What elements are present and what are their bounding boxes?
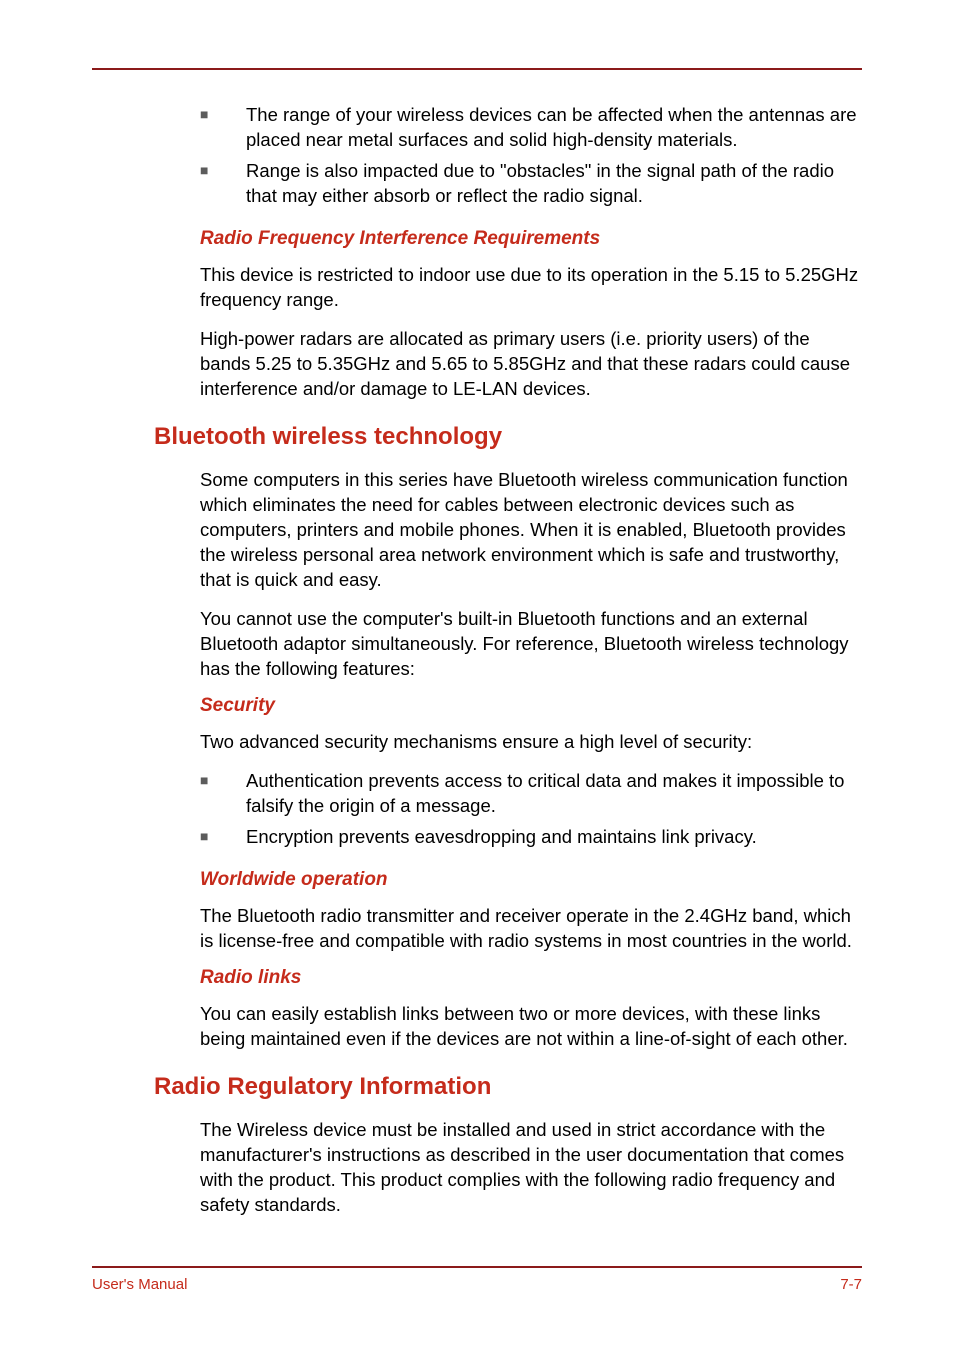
paragraph: You cannot use the computer's built-in B… [200, 606, 860, 681]
h2-wrapper: Radio Regulatory Information [154, 1073, 862, 1101]
top-rule [92, 68, 862, 70]
content-block-bt: Some computers in this series have Bluet… [200, 467, 860, 1051]
content-block-1: ■ The range of your wireless devices can… [200, 102, 860, 401]
h2-wrapper: Bluetooth wireless technology [154, 423, 862, 451]
list-item-text: The range of your wireless devices can b… [246, 102, 860, 152]
paragraph: You can easily establish links between t… [200, 1001, 860, 1051]
square-bullet-icon: ■ [200, 102, 246, 127]
paragraph: The Wireless device must be installed an… [200, 1117, 860, 1217]
list-item-text: Encryption prevents eavesdropping and ma… [246, 824, 757, 849]
page: ■ The range of your wireless devices can… [0, 0, 954, 1345]
heading-radio-links: Radio links [200, 967, 860, 989]
list-item: ■ Range is also impacted due to "obstacl… [200, 158, 860, 208]
square-bullet-icon: ■ [200, 158, 246, 183]
square-bullet-icon: ■ [200, 824, 246, 849]
footer-right: 7-7 [840, 1276, 862, 1293]
paragraph: The Bluetooth radio transmitter and rece… [200, 903, 860, 953]
footer-left: User's Manual [92, 1276, 187, 1293]
footer-row: User's Manual 7-7 [92, 1276, 862, 1293]
bullet-list-security: ■ Authentication prevents access to crit… [200, 768, 860, 849]
list-item: ■ Authentication prevents access to crit… [200, 768, 860, 818]
list-item-text: Range is also impacted due to "obstacles… [246, 158, 860, 208]
heading-security: Security [200, 695, 860, 717]
content-block-reg: The Wireless device must be installed an… [200, 1117, 860, 1217]
heading-worldwide: Worldwide operation [200, 869, 860, 891]
paragraph: Some computers in this series have Bluet… [200, 467, 860, 592]
heading-rfir: Radio Frequency Interference Requirement… [200, 228, 860, 250]
bottom-rule [92, 1266, 862, 1268]
list-item: ■ The range of your wireless devices can… [200, 102, 860, 152]
list-item-text: Authentication prevents access to critic… [246, 768, 860, 818]
page-footer: User's Manual 7-7 [92, 1266, 862, 1293]
heading-regulatory: Radio Regulatory Information [154, 1073, 862, 1101]
bullet-list-top: ■ The range of your wireless devices can… [200, 102, 860, 208]
square-bullet-icon: ■ [200, 768, 246, 793]
list-item: ■ Encryption prevents eavesdropping and … [200, 824, 860, 849]
paragraph: Two advanced security mechanisms ensure … [200, 729, 860, 754]
heading-bluetooth: Bluetooth wireless technology [154, 423, 862, 451]
paragraph: This device is restricted to indoor use … [200, 262, 860, 312]
paragraph: High-power radars are allocated as prima… [200, 326, 860, 401]
